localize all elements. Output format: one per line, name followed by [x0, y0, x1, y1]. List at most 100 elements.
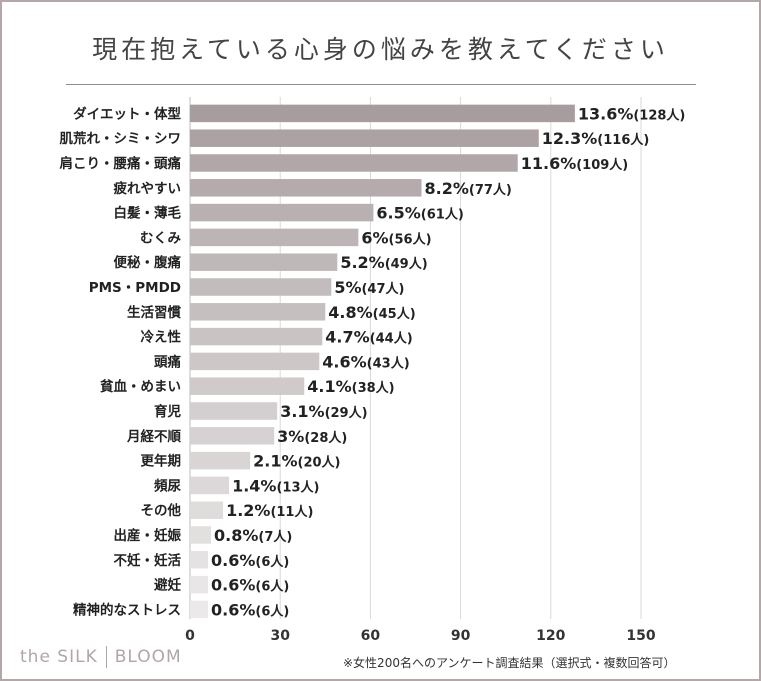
category-label: 肩こり・腰痛・頭痛 — [60, 155, 182, 172]
data-label-count: (56人) — [389, 231, 432, 247]
data-label: 1.4%(13人) — [232, 476, 319, 495]
category-label: 便秘・腹痛 — [114, 254, 182, 271]
category-label: 月経不順 — [126, 428, 181, 445]
x-tick-label: 120 — [536, 628, 565, 644]
category-label: 貧血・めまい — [100, 378, 181, 395]
category-label: PMS・PMDD — [89, 280, 181, 296]
data-label: 11.6%(109人) — [521, 154, 629, 173]
data-label-count: (109人) — [576, 157, 628, 173]
data-label-count: (116人) — [597, 132, 649, 148]
bar — [190, 179, 422, 197]
data-label-percent: 4.8% — [328, 303, 372, 322]
data-label-count: (6人) — [255, 579, 289, 595]
data-label: 3.1%(29人) — [280, 402, 367, 421]
data-label-count: (7人) — [258, 529, 292, 545]
data-label-percent: 4.6% — [322, 352, 366, 371]
bar — [190, 303, 326, 321]
data-label: 13.6%(128人) — [578, 104, 686, 123]
data-label-count: (43人) — [367, 355, 410, 371]
data-label-percent: 1.2% — [226, 501, 270, 520]
category-label: 育児 — [154, 403, 181, 420]
data-label-count: (47人) — [361, 281, 404, 297]
data-label: 2.1%(20人) — [253, 452, 340, 471]
bar — [190, 575, 209, 594]
data-label-count: (77人) — [469, 182, 512, 198]
data-label-percent: 11.6% — [521, 154, 577, 173]
data-label: 0.6%(6人) — [211, 576, 289, 595]
data-label: 0.8%(7人) — [214, 526, 292, 545]
x-tick-label: 150 — [626, 628, 655, 644]
x-tick-label: 30 — [270, 628, 290, 644]
data-label-count: (28人) — [304, 430, 347, 446]
data-label-count: (29人) — [325, 405, 368, 421]
bar — [190, 129, 539, 147]
category-label: 頭痛 — [154, 353, 181, 370]
data-label: 4.7%(44人) — [325, 328, 412, 347]
bar — [190, 228, 359, 247]
x-tick-label: 90 — [451, 628, 471, 644]
chart-title: 現在抱えている心身の悩みを教えてください — [92, 35, 669, 64]
data-label-percent: 2.1% — [253, 452, 297, 471]
brand-separator — [105, 646, 107, 668]
data-label-percent: 13.6% — [578, 104, 634, 123]
data-label-percent: 4.1% — [307, 377, 351, 396]
title-divider — [66, 84, 696, 85]
bar — [190, 352, 320, 371]
data-label: 1.2%(11人) — [226, 501, 313, 520]
data-label: 12.3%(116人) — [542, 129, 650, 148]
x-tick-label: 60 — [361, 628, 381, 644]
data-label-percent: 0.6% — [211, 551, 255, 570]
bar — [190, 551, 209, 569]
data-label-percent: 5.2% — [340, 253, 384, 272]
data-label-count: (6人) — [255, 603, 289, 619]
survey-note: ※女性200名へのアンケート調査結果（選択式・複数回答可） — [343, 656, 676, 670]
brand-name-right: BLOOM — [114, 647, 182, 667]
bar — [190, 253, 338, 271]
data-label-percent: 0.8% — [214, 526, 258, 545]
bar — [190, 402, 278, 420]
data-label-percent: 6% — [361, 228, 388, 247]
data-label-count: (11人) — [270, 504, 313, 520]
data-label: 0.6%(6人) — [211, 551, 289, 570]
bar — [190, 476, 230, 495]
category-label: 精神的なストレス — [73, 601, 181, 618]
data-label: 0.6%(6人) — [211, 600, 289, 619]
data-label-percent: 6.5% — [376, 204, 420, 223]
category-label: 更年期 — [141, 453, 182, 470]
category-label: 不妊・妊活 — [114, 552, 182, 569]
data-label-percent: 3% — [277, 427, 304, 446]
data-label-percent: 3.1% — [280, 402, 324, 421]
bar — [190, 203, 374, 222]
data-label-count: (44人) — [370, 331, 413, 347]
category-label: 避妊 — [154, 577, 181, 594]
category-label: 生活習慣 — [127, 304, 181, 321]
data-label-percent: 1.4% — [232, 476, 276, 495]
data-label-percent: 12.3% — [542, 129, 598, 148]
data-label-count: (49人) — [385, 256, 428, 272]
data-label: 6%(56人) — [361, 228, 431, 247]
data-label: 8.2%(77人) — [425, 179, 512, 198]
bar — [190, 278, 332, 296]
category-label: 冷え性 — [141, 329, 182, 346]
data-label-count: (6人) — [255, 554, 289, 570]
bar — [190, 600, 209, 619]
bar — [190, 377, 305, 395]
category-label: その他 — [141, 502, 182, 519]
category-label: むくみ — [140, 230, 182, 246]
bar — [190, 427, 275, 445]
category-label: 頻尿 — [154, 477, 181, 494]
bar — [190, 104, 575, 123]
category-label: 出産・妊娠 — [114, 527, 182, 544]
data-label-percent: 0.6% — [211, 600, 255, 619]
category-label: 肌荒れ・シミ・シワ — [60, 130, 182, 147]
bar — [190, 327, 323, 346]
bar — [190, 154, 518, 172]
data-label-count: (13人) — [276, 479, 319, 495]
data-label-percent: 0.6% — [211, 576, 255, 595]
data-label-count: (61人) — [421, 207, 464, 223]
data-label: 4.1%(38人) — [307, 377, 394, 396]
data-label: 5%(47人) — [334, 278, 404, 297]
data-label-count: (38人) — [352, 380, 395, 396]
data-label: 4.6%(43人) — [322, 352, 409, 371]
data-label-count: (128人) — [633, 107, 685, 123]
